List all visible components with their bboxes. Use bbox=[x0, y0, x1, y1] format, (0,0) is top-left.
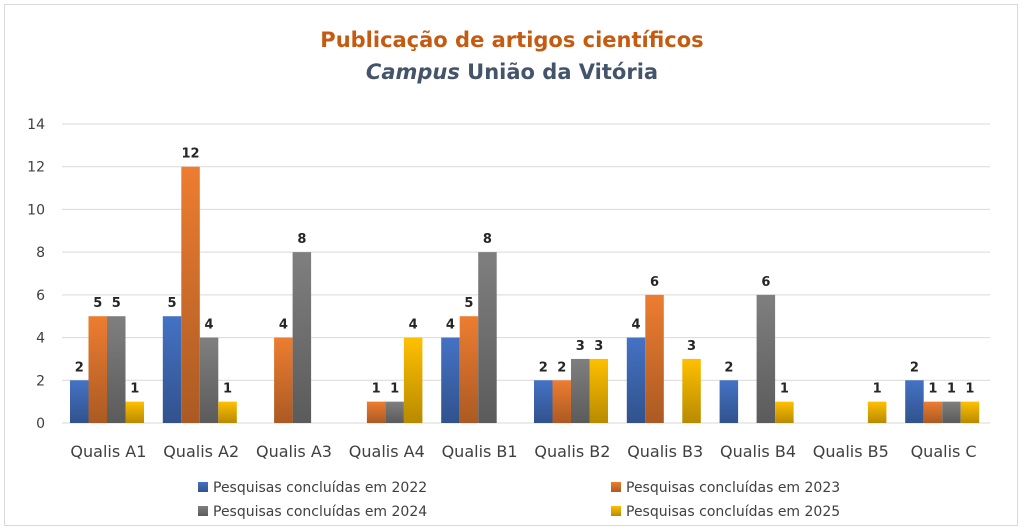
chart-subtitle-rest: União da Vitória bbox=[459, 60, 659, 84]
category-label: Qualis A4 bbox=[349, 442, 425, 461]
data-label: 2 bbox=[557, 360, 566, 375]
bar bbox=[162, 316, 182, 423]
bar bbox=[125, 401, 144, 423]
bar bbox=[88, 316, 107, 423]
data-label: 4 bbox=[409, 318, 418, 333]
data-label: 2 bbox=[539, 360, 548, 375]
y-tick-label: 8 bbox=[36, 245, 45, 261]
legend-label: Pesquisas concluídas em 2025 bbox=[626, 504, 840, 520]
legend-swatch bbox=[611, 506, 621, 516]
bar bbox=[589, 358, 608, 423]
y-axis-ticks: 0 2 4 6 8 10 12 14 bbox=[27, 117, 45, 432]
bar bbox=[218, 401, 237, 423]
bar bbox=[478, 252, 497, 423]
category-label: Qualis C bbox=[911, 442, 977, 461]
data-label: 3 bbox=[576, 339, 585, 354]
data-label: 5 bbox=[464, 296, 473, 311]
bar bbox=[366, 401, 386, 423]
data-label: 2 bbox=[910, 360, 919, 375]
y-tick-label: 4 bbox=[36, 331, 45, 347]
data-label: 5 bbox=[112, 296, 121, 311]
data-label: 1 bbox=[130, 382, 139, 397]
bar bbox=[682, 358, 701, 423]
data-label: 8 bbox=[483, 232, 492, 247]
bar bbox=[552, 380, 571, 423]
legend-label: Pesquisas concluídas em 2024 bbox=[213, 504, 427, 520]
bars bbox=[70, 166, 980, 423]
bar bbox=[403, 337, 423, 423]
legend-swatch bbox=[611, 482, 621, 492]
bar bbox=[905, 380, 924, 423]
data-label: 1 bbox=[780, 382, 789, 397]
bar bbox=[70, 380, 89, 423]
bar bbox=[107, 316, 126, 423]
bar bbox=[645, 294, 664, 423]
data-label: 6 bbox=[650, 275, 659, 290]
bar bbox=[199, 337, 219, 423]
data-label: 8 bbox=[297, 232, 306, 247]
bar bbox=[867, 401, 887, 423]
legend-swatch bbox=[198, 506, 208, 516]
data-label: 1 bbox=[928, 382, 937, 397]
y-tick-label: 6 bbox=[36, 288, 45, 304]
chart-subtitle-italic: Campus bbox=[365, 60, 460, 84]
data-label: 4 bbox=[279, 318, 288, 333]
category-label: Qualis B2 bbox=[534, 442, 610, 461]
bar bbox=[385, 401, 404, 423]
category-label: Qualis A2 bbox=[163, 442, 239, 461]
data-label: 5 bbox=[168, 296, 177, 311]
bar bbox=[534, 380, 553, 423]
bar bbox=[923, 401, 943, 423]
bar bbox=[441, 337, 460, 423]
category-label: Qualis B1 bbox=[442, 442, 518, 461]
chart-subtitle: Campus União da Vitória bbox=[0, 60, 1024, 84]
bar bbox=[756, 294, 776, 423]
bar bbox=[719, 380, 739, 423]
category-label: Qualis B5 bbox=[813, 442, 889, 461]
chart-title: Publicação de artigos científicos bbox=[320, 28, 704, 52]
data-label: 1 bbox=[390, 382, 399, 397]
bar bbox=[942, 401, 961, 423]
y-tick-label: 10 bbox=[27, 202, 45, 218]
y-tick-label: 0 bbox=[36, 416, 45, 432]
category-label: Qualis A1 bbox=[70, 442, 146, 461]
legend: Pesquisas concluídas em 2022 Pesquisas co… bbox=[198, 480, 840, 520]
data-label: 1 bbox=[873, 382, 882, 397]
data-label: 5 bbox=[93, 296, 102, 311]
data-label: 1 bbox=[947, 382, 956, 397]
bar bbox=[181, 166, 200, 423]
bar bbox=[626, 337, 646, 423]
category-label: Qualis B3 bbox=[627, 442, 703, 461]
bar bbox=[775, 401, 794, 423]
bar bbox=[960, 401, 980, 423]
legend-label: Pesquisas concluídas em 2022 bbox=[213, 480, 427, 496]
bar bbox=[274, 337, 293, 423]
data-label: 2 bbox=[75, 360, 84, 375]
y-tick-label: 12 bbox=[27, 160, 45, 176]
legend-swatch bbox=[198, 482, 208, 492]
data-label: 3 bbox=[594, 339, 603, 354]
data-label: 1 bbox=[372, 382, 381, 397]
bar bbox=[459, 316, 479, 423]
data-label: 1 bbox=[965, 382, 974, 397]
data-label: 3 bbox=[687, 339, 696, 354]
data-label: 4 bbox=[632, 318, 641, 333]
data-label: 6 bbox=[761, 275, 770, 290]
data-label: 12 bbox=[182, 147, 200, 162]
data-label: 4 bbox=[205, 318, 214, 333]
data-label: 4 bbox=[446, 318, 455, 333]
data-label: 1 bbox=[223, 382, 232, 397]
category-labels: Qualis A1 Qualis A2 Qualis A3 Qualis A4 Qual… bbox=[70, 442, 976, 461]
category-label: Qualis B4 bbox=[720, 442, 796, 461]
bar bbox=[292, 252, 312, 423]
y-tick-label: 14 bbox=[27, 117, 45, 133]
category-label: Qualis A3 bbox=[256, 442, 332, 461]
chart-frame bbox=[4, 4, 1018, 526]
legend-label: Pesquisas concluídas em 2023 bbox=[626, 480, 840, 496]
data-label: 2 bbox=[724, 360, 733, 375]
y-tick-label: 2 bbox=[36, 373, 45, 389]
bar bbox=[571, 358, 590, 423]
